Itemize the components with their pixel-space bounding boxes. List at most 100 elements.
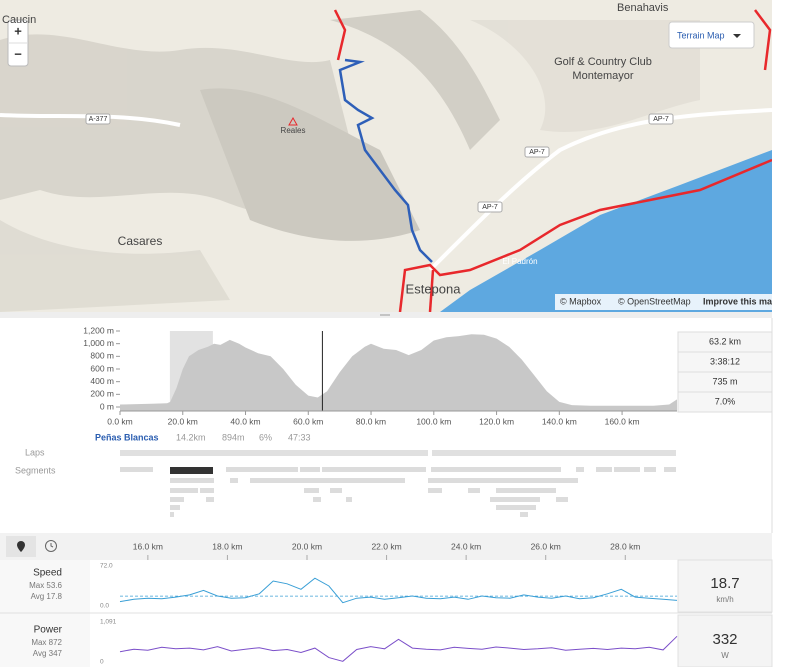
laps-label: Laps xyxy=(25,447,45,457)
x-tick-label: 0.0 km xyxy=(107,416,133,426)
attribution-link[interactable]: Improve this map xyxy=(703,296,778,306)
segment-bar xyxy=(230,478,238,483)
speed-box xyxy=(677,559,773,613)
segment-bar xyxy=(428,488,442,493)
zoom-out[interactable]: − xyxy=(14,46,22,61)
y-tick-label: 0 m xyxy=(100,401,114,411)
terrain xyxy=(0,10,700,312)
segment-bar xyxy=(428,478,578,483)
x-tick-label: 28.0 km xyxy=(610,541,640,551)
power-label: Power xyxy=(34,625,63,636)
power-avg: Avg 347 xyxy=(33,649,63,658)
x-tick-label: 160.0 km xyxy=(605,416,640,426)
segment-time: 47:33 xyxy=(288,432,311,442)
stat-value: 3:38:12 xyxy=(710,356,740,366)
x-tick-label: 16.0 km xyxy=(133,541,163,551)
route xyxy=(338,58,433,263)
x-tick-label: 100.0 km xyxy=(416,416,451,426)
attribution: © OpenStreetMap xyxy=(618,296,691,306)
segment-bar xyxy=(300,467,320,472)
segment-name[interactable]: Peñas Blancas xyxy=(95,432,159,442)
x-tick-label: 26.0 km xyxy=(531,541,561,551)
road-label: AP-7 xyxy=(482,204,498,211)
speed-unit: km/h xyxy=(716,595,733,604)
segment-bar xyxy=(170,488,198,493)
y-tick-label: 200 m xyxy=(90,389,114,399)
x-tick-label: 18.0 km xyxy=(212,541,242,551)
stat-value: 7.0% xyxy=(715,396,736,406)
scroll-gutter xyxy=(772,0,785,667)
roads xyxy=(333,9,773,313)
segment-bar xyxy=(468,488,480,493)
segment-bar xyxy=(556,497,568,502)
x-tick-label: 20.0 km xyxy=(292,541,322,551)
power-max: Max 872 xyxy=(31,638,62,647)
road-label: A-377 xyxy=(89,116,108,123)
segment-bar xyxy=(614,467,640,472)
segment-bar xyxy=(200,488,214,493)
segment-bar xyxy=(170,512,174,517)
segment-bar xyxy=(644,467,656,472)
analysis-header xyxy=(0,533,772,560)
x-tick-label: 20.0 km xyxy=(168,416,198,426)
place-label: Reales xyxy=(281,126,306,135)
segment-bar xyxy=(596,467,612,472)
peak-icon xyxy=(288,116,298,126)
segment-bar xyxy=(431,467,561,472)
speed-current: 18.7 xyxy=(710,575,739,592)
x-tick-label: 120.0 km xyxy=(479,416,514,426)
power-unit: W xyxy=(721,651,729,660)
road-shield xyxy=(85,113,111,125)
x-tick-label: 60.0 km xyxy=(293,416,323,426)
segment-bar xyxy=(137,467,153,472)
place-label: Estepona xyxy=(406,281,462,296)
speed-label: Speed xyxy=(33,568,62,579)
x-tick-label: 140.0 km xyxy=(542,416,577,426)
clock-tab[interactable] xyxy=(45,540,57,552)
y-tick-label: 1,000 m xyxy=(83,338,114,348)
stat-value: 63.2 km xyxy=(709,336,741,346)
segment-distance: 14.2km xyxy=(176,432,206,442)
power-trace xyxy=(119,635,678,662)
segment-elevation: 894m xyxy=(222,432,245,442)
segment-bar xyxy=(322,467,426,472)
segment-grade: 6% xyxy=(259,432,272,442)
x-tick-label: 24.0 km xyxy=(451,541,481,551)
place-label: Casares xyxy=(118,234,163,248)
layer-button-label[interactable]: Terrain Map xyxy=(677,30,725,40)
y-tick-label: 0 xyxy=(100,659,104,666)
segment-bar xyxy=(250,478,405,483)
power-box xyxy=(677,614,773,667)
segment-bar xyxy=(496,505,536,510)
segment-bar xyxy=(170,467,213,474)
y-tick-label: 1,091 xyxy=(100,619,117,626)
segment-bar xyxy=(664,467,676,472)
y-tick-label: 800 m xyxy=(90,351,114,361)
layer-button[interactable] xyxy=(668,21,755,49)
segments-label: Segments xyxy=(15,465,56,475)
place-label: Montemayor xyxy=(572,70,633,82)
segment-bar xyxy=(313,497,321,502)
power-current: 332 xyxy=(712,631,737,648)
stat-box xyxy=(677,391,773,413)
zoom-in[interactable]: + xyxy=(14,23,22,38)
stat-value: 735 m xyxy=(712,376,737,386)
speed-avg: Avg 17.8 xyxy=(31,592,63,601)
segment-bar xyxy=(490,497,540,502)
segment-bar xyxy=(170,505,180,510)
x-tick-label: 40.0 km xyxy=(230,416,260,426)
y-tick-label: 400 m xyxy=(90,376,114,386)
segment-bar xyxy=(120,467,152,472)
place-label: Golf & Country Club xyxy=(554,56,652,68)
speed-trace xyxy=(119,577,678,604)
lap-bar xyxy=(432,450,676,456)
attribution-box xyxy=(555,294,772,310)
road-shield xyxy=(524,146,550,158)
segment-bar xyxy=(304,488,319,493)
elevation-profile xyxy=(120,334,677,411)
segment-bar xyxy=(576,467,584,472)
segment-bar xyxy=(170,478,214,483)
road-label: AP-7 xyxy=(529,149,545,156)
place-label: Caucin xyxy=(2,14,36,26)
